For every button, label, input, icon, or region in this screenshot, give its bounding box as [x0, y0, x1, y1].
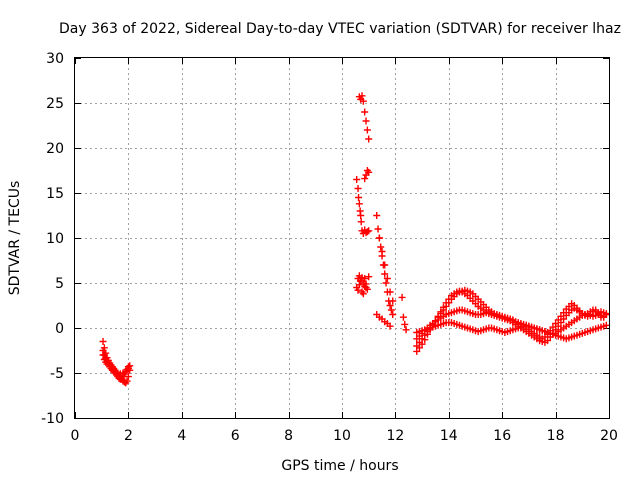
data-point	[355, 200, 363, 208]
data-point	[389, 311, 397, 318]
data-point	[361, 175, 369, 183]
data-point	[361, 108, 369, 116]
data-point	[99, 338, 107, 345]
y-tick-label: 10	[46, 231, 64, 247]
data-point	[353, 176, 361, 183]
data-point	[354, 286, 362, 294]
plot-frame	[74, 57, 610, 419]
data-point	[389, 297, 397, 305]
data-point	[439, 306, 447, 314]
data-point	[355, 194, 363, 201]
data-point	[442, 302, 450, 310]
x-tick-label: 4	[177, 428, 186, 444]
data-point	[359, 97, 367, 105]
data-point	[126, 362, 134, 370]
y-tick-label: 30	[46, 51, 64, 67]
data-point	[386, 288, 394, 296]
data-point	[413, 342, 421, 350]
data-point	[549, 323, 557, 331]
x-tick-label: 0	[71, 428, 80, 444]
data-point	[365, 135, 373, 143]
data-point	[359, 290, 367, 298]
data-point	[399, 313, 407, 321]
data-point	[398, 293, 406, 301]
grid-lines	[75, 58, 609, 418]
data-point	[363, 285, 371, 293]
y-tick-label: 5	[55, 276, 64, 292]
y-axis-label: SDTVAR / TECUs	[7, 181, 23, 296]
data-point	[365, 168, 373, 176]
data-point	[602, 321, 610, 329]
data-point	[378, 248, 386, 255]
data-point	[123, 377, 131, 385]
y-tick-labels: -10 -5 0 5 10 15 20 25 30	[41, 51, 64, 427]
data-point	[377, 243, 385, 251]
data-point	[386, 322, 394, 330]
data-point	[363, 228, 371, 236]
data-point	[357, 212, 365, 219]
data-point	[361, 275, 369, 282]
data-point	[355, 281, 363, 289]
data-point	[445, 299, 453, 307]
x-tick-label: 14	[440, 428, 458, 444]
data-point	[357, 277, 365, 285]
data-point	[554, 316, 562, 324]
data-point	[386, 302, 394, 309]
y-tick-label: -10	[41, 411, 64, 427]
data-point	[354, 185, 362, 192]
data-point	[373, 212, 381, 219]
data-point	[602, 311, 610, 318]
x-tick-label: 8	[284, 428, 293, 444]
data-point	[560, 309, 568, 317]
data-point	[374, 225, 382, 233]
x-tick-label: 6	[231, 428, 240, 444]
data-point	[357, 218, 365, 226]
y-tick-label: 0	[55, 321, 64, 337]
data-point	[544, 337, 552, 345]
y-tick-label: 25	[46, 96, 64, 112]
x-tick-label: 18	[547, 428, 565, 444]
axis-ticks	[75, 58, 610, 419]
y-tick-label: 20	[46, 141, 64, 157]
data-point	[381, 261, 389, 269]
data-point	[362, 117, 370, 125]
data-point	[375, 234, 383, 242]
data-point	[401, 320, 409, 328]
data-point	[382, 279, 390, 287]
y-tick-label: 15	[46, 186, 64, 202]
data-point	[402, 326, 410, 334]
data-point	[358, 92, 366, 100]
x-tick-label: 20	[600, 428, 618, 444]
data-point	[381, 270, 389, 278]
data-point	[365, 273, 373, 281]
x-tick-label: 16	[493, 428, 511, 444]
data-point	[387, 306, 395, 314]
chart-title: Day 363 of 2022, Sidereal Day-to-day VTE…	[59, 21, 621, 37]
data-point	[99, 351, 107, 359]
data-points	[99, 92, 610, 387]
data-point	[363, 126, 371, 134]
x-tick-label: 10	[333, 428, 351, 444]
data-point	[383, 275, 391, 282]
x-tick-label: 12	[386, 428, 404, 444]
x-tick-label: 2	[124, 428, 133, 444]
data-point	[365, 227, 373, 235]
x-tick-labels: 0 2 4 6 8 10 12 14 16 18 20	[71, 428, 618, 444]
y-tick-label: -5	[50, 366, 64, 382]
data-point	[415, 338, 423, 346]
x-axis-label: GPS time / hours	[281, 458, 398, 474]
data-point	[552, 320, 560, 327]
data-point	[362, 280, 370, 288]
data-point	[557, 312, 565, 320]
